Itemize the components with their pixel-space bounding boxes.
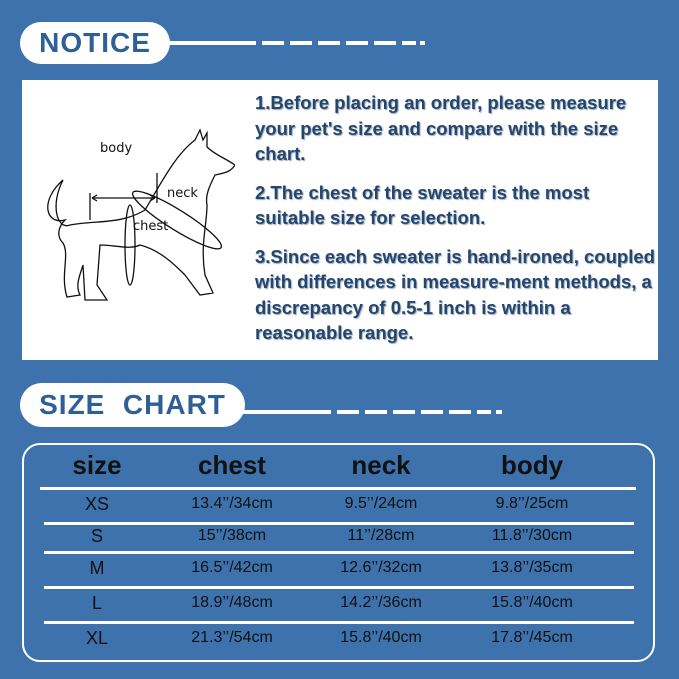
column-header-size: size: [72, 450, 122, 480]
size-label: L: [91, 593, 103, 613]
chest-label: chest: [133, 219, 168, 234]
table-cell: 15’’/38cm: [197, 527, 267, 544]
table-cell: 15.8’’/40cm: [491, 594, 573, 611]
size-label: XL: [85, 628, 109, 648]
notice-item: 1.Before placing an order, please measur…: [255, 92, 627, 164]
table-cell: 9.5’’/24cm: [344, 495, 418, 512]
table-cell: 9.8’’/25cm: [495, 495, 569, 512]
notice-item: 2.The chest of the sweater is the most s…: [255, 181, 590, 229]
notice-item: 3.Since each sweater is hand-ironed, cou…: [255, 245, 655, 344]
table-cell: 14.2’’/36cm: [340, 594, 422, 611]
notice-list: 1.Before placing an order, please measur…: [255, 90, 655, 359]
row-divider: [44, 522, 634, 525]
table-cell: 13.4’’/34cm: [191, 495, 273, 512]
row-divider: [44, 586, 634, 589]
size-chart-heading: SIZE CHART: [20, 383, 245, 427]
table-cell: 13.8’’/35cm: [491, 559, 573, 576]
body-label: body: [100, 141, 132, 156]
size-label: S: [90, 526, 104, 546]
table-cell: 11.8’’/30cm: [491, 527, 573, 544]
table-cell: 17.8’’/45cm: [491, 629, 573, 646]
notice-heading: NOTICE: [20, 22, 170, 64]
row-divider: [44, 621, 634, 624]
row-divider: [40, 487, 636, 490]
neck-label: neck: [167, 186, 198, 201]
table-cell: 11’’/28cm: [347, 527, 415, 544]
table-cell: 12.6’’/32cm: [340, 559, 422, 576]
dog-measurement-diagram: body neck chest: [47, 128, 235, 301]
column-header-neck: neck: [351, 450, 411, 480]
column-header-chest: chest: [198, 450, 266, 480]
table-cell: 15.8’’/40cm: [340, 629, 422, 646]
size-table: [22, 443, 655, 662]
table-cell: 21.3’’/54cm: [191, 629, 273, 646]
size-label: M: [89, 558, 105, 578]
table-cell: 16.5’’/42cm: [191, 559, 273, 576]
table-cell: 18.9’’/48cm: [191, 594, 273, 611]
notice-panel: [22, 80, 658, 360]
column-header-body: body: [500, 450, 564, 480]
row-divider: [44, 551, 634, 554]
size-label: XS: [84, 494, 110, 514]
